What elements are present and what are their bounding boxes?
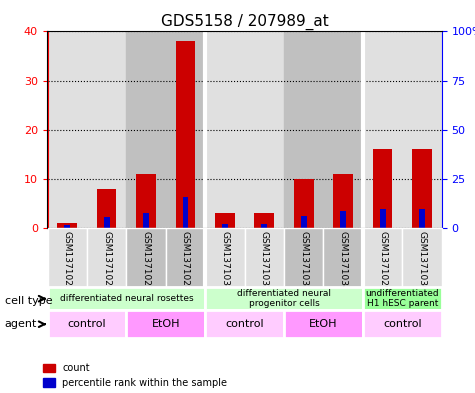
- FancyBboxPatch shape: [363, 287, 442, 310]
- Bar: [261, 224, 267, 228]
- Text: GSM1371031: GSM1371031: [220, 231, 229, 292]
- Bar: [301, 216, 307, 228]
- Bar: [176, 41, 195, 228]
- Text: differentiated neural
progenitor cells: differentiated neural progenitor cells: [237, 289, 331, 309]
- Bar: [323, 31, 363, 228]
- Bar: [294, 179, 314, 228]
- Text: GSM1371030: GSM1371030: [418, 231, 427, 292]
- FancyBboxPatch shape: [363, 228, 402, 287]
- FancyBboxPatch shape: [48, 287, 205, 310]
- Bar: [373, 149, 392, 228]
- FancyBboxPatch shape: [284, 228, 323, 287]
- FancyBboxPatch shape: [402, 228, 442, 287]
- Bar: [222, 224, 228, 228]
- Text: GSM1371027: GSM1371027: [142, 231, 151, 292]
- Bar: [215, 213, 235, 228]
- Text: GSM1371026: GSM1371026: [102, 231, 111, 292]
- Bar: [97, 189, 116, 228]
- Text: GSM1371032: GSM1371032: [260, 231, 269, 292]
- Text: EtOH: EtOH: [309, 319, 338, 329]
- Bar: [245, 31, 284, 228]
- Bar: [205, 31, 245, 228]
- Bar: [363, 31, 402, 228]
- Bar: [126, 31, 166, 228]
- FancyBboxPatch shape: [87, 228, 126, 287]
- Text: differentiated neural rosettes: differentiated neural rosettes: [59, 294, 193, 303]
- FancyBboxPatch shape: [205, 228, 245, 287]
- FancyBboxPatch shape: [205, 310, 284, 338]
- Title: GDS5158 / 207989_at: GDS5158 / 207989_at: [161, 14, 329, 30]
- Bar: [48, 31, 87, 228]
- Bar: [402, 31, 442, 228]
- Text: agent: agent: [5, 319, 37, 329]
- FancyBboxPatch shape: [126, 228, 166, 287]
- Bar: [419, 209, 425, 228]
- Bar: [136, 174, 156, 228]
- FancyBboxPatch shape: [284, 310, 363, 338]
- FancyBboxPatch shape: [166, 228, 205, 287]
- FancyBboxPatch shape: [48, 310, 126, 338]
- Bar: [333, 174, 353, 228]
- Text: GSM1371033: GSM1371033: [299, 231, 308, 292]
- Text: EtOH: EtOH: [152, 319, 180, 329]
- Text: cell type: cell type: [5, 296, 52, 306]
- Bar: [380, 209, 386, 228]
- Text: control: control: [67, 319, 106, 329]
- FancyBboxPatch shape: [205, 287, 363, 310]
- Text: GSM1371034: GSM1371034: [339, 231, 348, 292]
- Bar: [104, 217, 110, 228]
- Text: control: control: [225, 319, 264, 329]
- FancyBboxPatch shape: [126, 310, 205, 338]
- FancyBboxPatch shape: [323, 228, 363, 287]
- Bar: [57, 223, 77, 228]
- FancyBboxPatch shape: [245, 228, 284, 287]
- FancyBboxPatch shape: [363, 310, 442, 338]
- Bar: [143, 213, 149, 228]
- Text: undifferentiated
H1 hESC parent: undifferentiated H1 hESC parent: [365, 289, 439, 309]
- Bar: [412, 149, 432, 228]
- Bar: [340, 211, 346, 228]
- Text: GSM1371029: GSM1371029: [378, 231, 387, 292]
- Bar: [284, 31, 323, 228]
- Legend: count, percentile rank within the sample: count, percentile rank within the sample: [43, 363, 228, 388]
- Bar: [182, 197, 189, 228]
- Bar: [255, 213, 274, 228]
- Bar: [166, 31, 205, 228]
- Bar: [64, 225, 70, 228]
- Text: control: control: [383, 319, 422, 329]
- Bar: [87, 31, 126, 228]
- FancyBboxPatch shape: [48, 228, 87, 287]
- Text: GSM1371028: GSM1371028: [181, 231, 190, 292]
- Text: GSM1371025: GSM1371025: [63, 231, 72, 292]
